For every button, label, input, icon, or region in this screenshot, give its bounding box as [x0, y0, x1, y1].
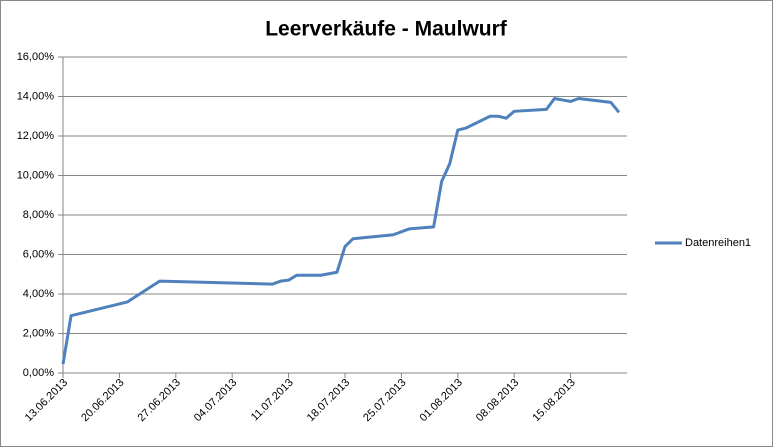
- y-tick-label: 4,00%: [23, 288, 54, 300]
- y-tick-label: 16,00%: [17, 51, 55, 63]
- y-tick-label: 8,00%: [23, 209, 54, 221]
- y-tick-label: 12,00%: [17, 130, 55, 142]
- y-tick-label: 0,00%: [23, 367, 54, 379]
- data-line: [61, 96, 621, 365]
- y-tick-label: 6,00%: [23, 248, 54, 260]
- chart-title: Leerverkäufe - Maulwurf: [265, 18, 508, 41]
- y-tick-label: 10,00%: [17, 169, 55, 181]
- y-tick-label: 2,00%: [23, 327, 54, 339]
- y-tick-label: 14,00%: [17, 90, 55, 102]
- legend-label: Datenreihen1: [685, 237, 751, 249]
